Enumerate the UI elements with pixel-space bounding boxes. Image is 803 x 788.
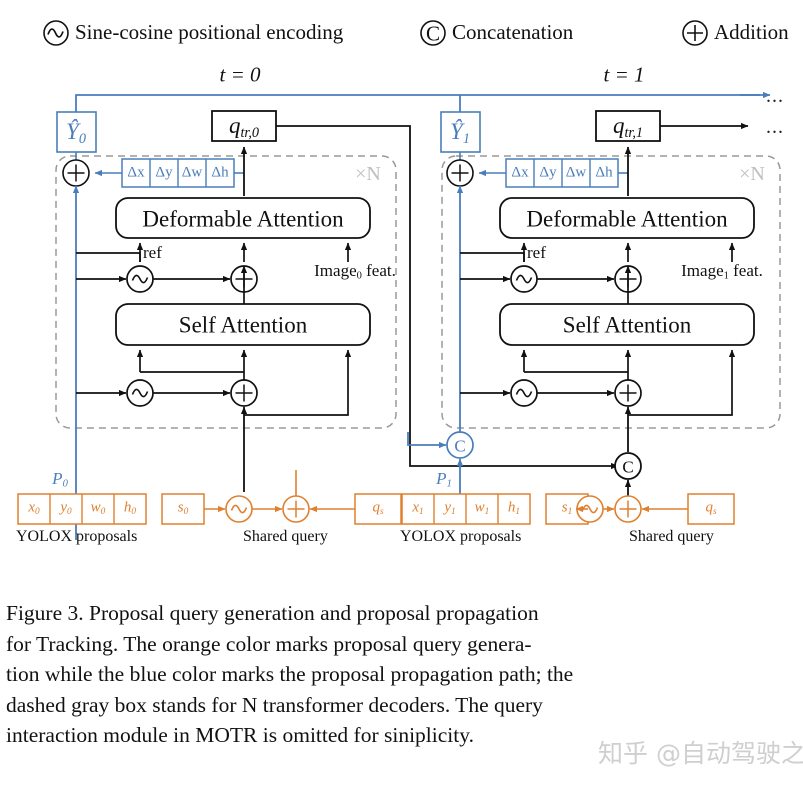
track-query-label-t1: qtr,1	[612, 112, 644, 141]
proposal-label-t0: P0	[52, 468, 68, 490]
delta-cell-dh-t1: Δh	[595, 164, 613, 181]
legend-label-addition: Addition	[714, 20, 789, 44]
score-box-t0	[161, 493, 205, 525]
shared-query-caption-t1: Shared query	[629, 528, 714, 545]
proposal-cell-h-t0: h0	[123, 499, 137, 518]
propagation-dots-blue: ...	[766, 85, 784, 107]
addition-circle-query-t0	[282, 495, 310, 523]
concat-glyph-black-t1: C	[622, 457, 634, 477]
addition-circle-self-t0	[230, 379, 258, 407]
deformable-attention-label-t1: Deformable Attention	[526, 206, 728, 232]
repeat-label-t0: ×N	[355, 163, 381, 185]
delta-cell-dy-t1: Δy	[539, 164, 557, 181]
caption-line-1: Figure 3. Proposal query generation and …	[6, 601, 539, 625]
caption-line-3: tion while the blue color marks the prop…	[6, 662, 574, 687]
yolox-proposal-cells-t0	[17, 493, 147, 525]
concat-glyph-blue-t1: C	[454, 436, 466, 456]
legend-concat-glyph: C	[425, 21, 441, 46]
yolox-proposal-cells-t1	[401, 493, 531, 525]
caption-line-4: dashed gray box stands for N transformer…	[6, 692, 543, 717]
concat-circle-blue-t1	[446, 431, 474, 459]
shared-query-caption-t0: Shared query	[243, 528, 328, 545]
proposal-cell-y-t1: y1	[444, 499, 456, 518]
output-box-t0	[56, 111, 97, 153]
image-feat-label-t0: Image0 feat.	[314, 260, 396, 282]
deformable-attention-label-t0: Deformable Attention	[142, 206, 344, 232]
yolox-caption-t0: YOLOX proposals	[16, 528, 138, 545]
output-box-t1	[440, 111, 481, 153]
addition-circle-self-t1	[614, 379, 642, 407]
concat-circle-black-t1	[614, 452, 642, 480]
delta-cell-dy-t0: Δy	[155, 164, 173, 181]
output-box-label-t0: Ŷ0	[66, 118, 86, 147]
addition-circle-refine-t1	[446, 159, 474, 187]
delta-cell-dw-t1: Δw	[565, 164, 587, 181]
delta-cells-t0	[121, 158, 235, 188]
shared-query-label-t0: qs	[372, 499, 384, 518]
score-box-label-t0: s0	[177, 499, 189, 518]
score-box-label-t1: s1	[561, 499, 573, 518]
self-attention-label-t0: Self Attention	[178, 312, 308, 338]
yolox-caption-t1: YOLOX proposals	[400, 528, 522, 545]
propagation-dots-black: ...	[766, 116, 784, 138]
delta-cell-dh-t0: Δh	[211, 164, 229, 181]
addition-circle-query-t1	[614, 495, 642, 523]
proposal-cell-h-t1: h1	[507, 499, 521, 518]
addition-circle-refine-t0	[62, 159, 90, 187]
legend-sine-icon	[43, 20, 69, 46]
delta-cell-dx-t0: Δx	[127, 164, 145, 181]
sine-circle-deform-t1	[510, 265, 538, 293]
decoder-dashed-box-t1	[441, 155, 781, 429]
sine-circle-deform-t0	[126, 265, 154, 293]
track-query-box-t0	[211, 110, 277, 142]
figure-diagram: Sine-cosine positional encoding Concaten…	[16, 20, 789, 545]
sine-circle-query-t0	[225, 495, 253, 523]
time-label-t0: t = 0	[219, 62, 261, 87]
time-label-t1: t = 1	[603, 62, 645, 87]
sine-circle-self-t1	[510, 379, 538, 407]
image-feat-label-t1: Image1 feat.	[681, 260, 763, 282]
output-box-label-t1: Ŷ1	[450, 118, 470, 147]
shared-query-label-t1: qs	[705, 499, 717, 518]
deformable-attention-block-t0	[115, 197, 371, 239]
legend-label-concat: Concatenation	[452, 20, 574, 44]
delta-cell-dx-t1: Δx	[511, 164, 529, 181]
self-attention-block-t0	[115, 303, 371, 346]
delta-cells-t1	[505, 158, 619, 188]
self-attention-block-t1	[499, 303, 755, 346]
proposal-cell-y-t0: y0	[60, 499, 72, 518]
proposal-label-t1: P1	[436, 468, 452, 490]
legend-addition-icon	[682, 20, 708, 46]
track-query-label-t0: qtr,0	[228, 112, 260, 141]
shared-query-box-t1	[687, 493, 735, 525]
proposal-cell-x-t1: x1	[412, 499, 424, 518]
legend-concat-icon	[420, 20, 446, 46]
caption-line-5: interaction module in MOTR is omitted fo…	[6, 723, 474, 748]
repeat-label-t1: ×N	[739, 163, 765, 185]
legend-label-sine: Sine-cosine positional encoding	[75, 20, 344, 44]
delta-cell-dw-t0: Δw	[181, 164, 203, 181]
sine-circle-self-t0	[126, 379, 154, 407]
proposal-cell-w-t0: w0	[90, 499, 106, 518]
caption-line-2: for Tracking. The orange color marks pro…	[6, 631, 532, 656]
proposal-cell-w-t1: w1	[474, 499, 490, 518]
self-attention-label-t1: Self Attention	[562, 312, 692, 338]
proposal-cell-x-t0: x0	[28, 499, 40, 518]
ref-label-t1: ref	[527, 243, 546, 262]
diagram-vector-layer	[17, 20, 781, 540]
decoder-dashed-box-t0	[55, 155, 397, 429]
deformable-attention-block-t1	[499, 197, 755, 239]
ref-label-t0: ref	[143, 243, 162, 262]
figure-caption: Figure 3. Proposal query generation and …	[6, 598, 796, 751]
